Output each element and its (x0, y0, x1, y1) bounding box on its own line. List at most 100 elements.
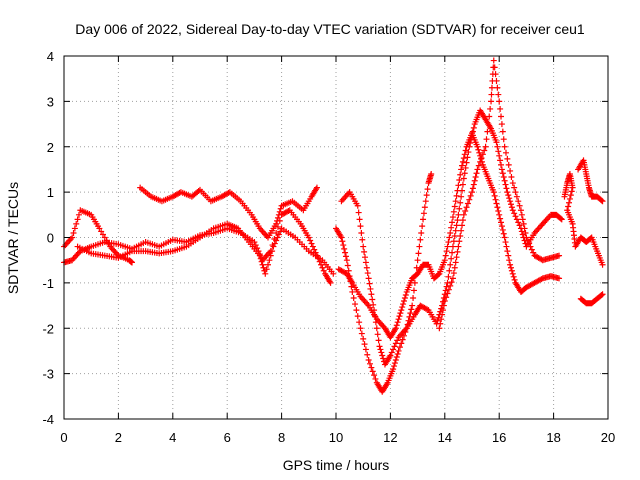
data-point (452, 227, 459, 234)
data-point (443, 283, 450, 290)
data-points (61, 57, 606, 395)
data-point (402, 291, 409, 298)
data-point (453, 192, 460, 199)
data-point (390, 346, 397, 353)
data-point (445, 273, 452, 280)
data-point (423, 192, 430, 199)
data-point (450, 270, 457, 277)
data-point (392, 325, 399, 332)
data-point (338, 234, 345, 241)
data-point (446, 234, 453, 241)
data-point (538, 276, 545, 283)
x-tick-label: 14 (438, 430, 452, 445)
data-point (273, 237, 280, 244)
data-point (437, 320, 444, 327)
data-point (251, 239, 258, 246)
data-point (513, 216, 520, 223)
data-point (488, 84, 495, 91)
data-point (416, 243, 423, 250)
data-point (454, 248, 461, 255)
data-point (507, 261, 514, 268)
data-point (262, 270, 269, 277)
data-point (341, 245, 348, 252)
data-point (439, 311, 446, 318)
data-point (451, 203, 458, 210)
data-point (495, 208, 502, 215)
data-point (275, 211, 282, 218)
series-track-k (577, 291, 606, 307)
data-point (75, 211, 82, 218)
data-point (372, 319, 379, 326)
data-point (497, 105, 504, 112)
data-point (424, 186, 431, 193)
data-point (499, 170, 506, 177)
data-point (269, 248, 276, 255)
data-point (350, 295, 357, 301)
data-point (502, 239, 509, 246)
data-point (409, 302, 416, 309)
data-point (342, 253, 349, 260)
data-point (275, 231, 282, 238)
data-point (309, 243, 316, 250)
data-point (355, 209, 362, 216)
data-point (225, 189, 232, 196)
data-point (313, 184, 320, 191)
data-point (463, 204, 470, 211)
data-point (557, 215, 564, 222)
data-point (492, 196, 499, 203)
data-point (379, 352, 386, 359)
data-point (523, 234, 530, 241)
data-point (438, 316, 445, 323)
data-point (599, 261, 606, 268)
data-point (267, 252, 274, 259)
data-point (380, 355, 387, 362)
data-point (508, 174, 515, 180)
data-point (499, 128, 506, 135)
data-point (370, 301, 377, 308)
y-tick-label: -3 (42, 367, 54, 382)
data-point (371, 372, 378, 379)
data-point (485, 121, 492, 128)
data-point (509, 207, 516, 214)
data-point (271, 240, 278, 247)
data-point (405, 317, 412, 324)
data-point (413, 264, 420, 271)
data-point (567, 192, 574, 199)
data-point (360, 335, 367, 342)
data-point (565, 203, 572, 210)
data-point (482, 143, 489, 150)
series-track-b (61, 207, 135, 266)
data-point (398, 340, 405, 347)
data-point (436, 325, 443, 332)
x-tick-label: 12 (383, 430, 397, 445)
data-point (274, 214, 281, 221)
data-point (369, 368, 376, 375)
data-point (512, 189, 519, 196)
data-point (461, 170, 468, 177)
data-point (391, 363, 398, 370)
data-point (410, 287, 417, 294)
data-point (345, 267, 352, 274)
data-point (444, 243, 451, 250)
data-point (507, 198, 514, 205)
data-point (504, 248, 511, 255)
data-point (521, 225, 528, 232)
data-point (498, 166, 505, 173)
data-point (558, 216, 565, 223)
data-point (252, 242, 259, 249)
data-point (439, 307, 446, 314)
data-point (455, 243, 462, 250)
data-point (401, 295, 408, 301)
data-point (493, 77, 500, 84)
data-point (488, 91, 495, 98)
chart-title: Day 006 of 2022, Sidereal Day-to-day VTE… (75, 21, 585, 37)
data-point (421, 204, 428, 211)
x-tick-label: 16 (492, 430, 506, 445)
data-point (99, 231, 106, 238)
data-point (378, 349, 385, 356)
data-point (393, 353, 400, 360)
data-point (599, 198, 606, 205)
data-point (469, 185, 476, 192)
data-point (462, 164, 469, 171)
x-tick-label: 6 (224, 430, 231, 445)
